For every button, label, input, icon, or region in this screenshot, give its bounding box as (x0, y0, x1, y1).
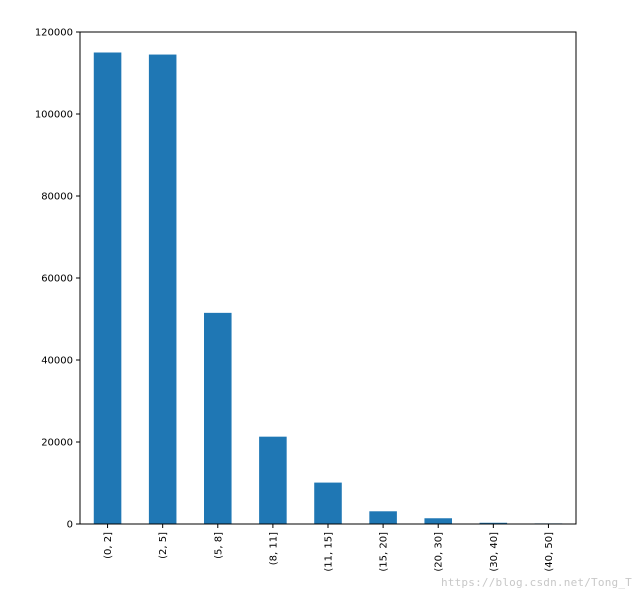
y-axis: 0 20000 40000 60000 80000 100000 120000 (35, 28, 80, 531)
bar (148, 54, 177, 525)
y-tick-label: 0 (67, 520, 73, 531)
x-tick-label: (5, 8] (213, 532, 224, 559)
y-tick-label: 60000 (41, 274, 73, 285)
y-tick-label: 80000 (41, 192, 73, 203)
y-tick-label: 120000 (35, 28, 73, 39)
bar (369, 511, 397, 524)
x-axis: (0, 2] (2, 5] (5, 8] (8, 11] (11, 15] (15, 20… (103, 524, 555, 572)
x-tick-label: (30, 40] (489, 532, 500, 572)
y-tick-label: 100000 (35, 110, 73, 121)
bar (93, 52, 122, 524)
bars-group (93, 52, 563, 525)
x-tick-label: (40, 50] (544, 532, 555, 572)
bar (259, 436, 287, 524)
bar (314, 482, 342, 524)
x-tick-label: (11, 15] (324, 532, 335, 572)
x-tick-label: (0, 2] (103, 532, 114, 559)
x-tick-label: (15, 20] (379, 532, 390, 572)
bar (204, 312, 232, 524)
x-tick-label: (8, 11] (268, 532, 279, 565)
x-tick-label: (20, 30] (434, 532, 445, 572)
y-tick-label: 40000 (41, 356, 73, 367)
watermark-text: https://blog.csdn.net/Tong_T (440, 576, 632, 589)
bar (479, 522, 508, 524)
x-tick-label: (2, 5] (158, 532, 169, 559)
plot-frame (79, 31, 577, 525)
y-tick-label: 20000 (41, 438, 73, 449)
bar (424, 518, 452, 524)
